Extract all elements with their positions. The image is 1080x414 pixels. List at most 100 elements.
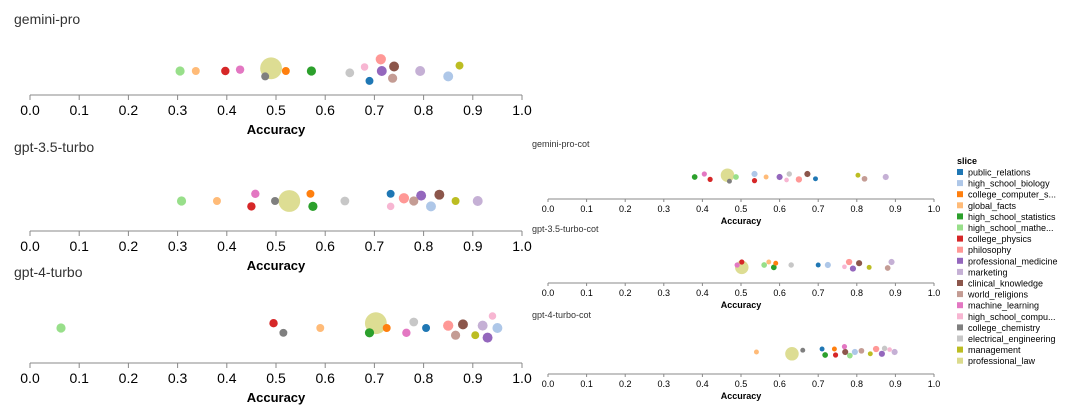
point-college-computer-s (382, 324, 391, 332)
point-machine-learning (235, 65, 245, 74)
point-high-school-compu (386, 202, 395, 211)
point-clinical-knowledge (804, 170, 811, 178)
point-world-religions (884, 265, 891, 271)
point-college-physics (739, 259, 745, 265)
x-tick-label: 0.1 (69, 102, 89, 118)
x-tick-label: 0.5 (266, 102, 286, 118)
point-world-religions (450, 330, 461, 340)
legend-swatch (957, 291, 963, 298)
x-tick-label: 0.6 (773, 288, 786, 298)
point-college-chemistry (800, 347, 806, 353)
point-college-computer-s (831, 346, 837, 352)
x-tick-label: 0.5 (735, 288, 748, 298)
x-tick-label: 1.0 (928, 288, 941, 298)
x-axis-label-gpt-4-turbo-cot: Accuracy (721, 391, 762, 401)
point-high-school-statistics (364, 328, 375, 338)
point-public-relations (365, 76, 374, 85)
point-management (451, 197, 460, 205)
legend-item-label: clinical_knowledge (968, 279, 1043, 289)
point-professional-medicine (416, 190, 427, 201)
point-clinical-knowledge (457, 319, 468, 330)
x-tick-label: 0.8 (414, 370, 434, 386)
x-tick-label: 0.5 (735, 204, 748, 214)
point-high-school-mathe (847, 352, 853, 359)
legend-item-label: college_computer_s... (968, 190, 1056, 200)
x-tick-label: 0.0 (20, 370, 40, 386)
point-marketing (888, 258, 895, 266)
x-tick-label: 0.6 (773, 379, 786, 389)
legend-swatch (957, 169, 963, 175)
legend-item-label: college_physics (968, 234, 1032, 244)
legend-item-label: high_school_biology (968, 179, 1050, 189)
x-tick-label: 0.8 (851, 379, 864, 389)
point-electrical-engineering (881, 345, 888, 352)
point-college-physics (221, 66, 230, 76)
point-professional-medicine (849, 265, 857, 272)
point-high-school-compu (842, 264, 847, 270)
point-professional-medicine (878, 350, 885, 357)
legend-item-label: world_religions (967, 290, 1029, 300)
legend-item-label: high_school_mathe... (968, 223, 1054, 233)
x-tick-label: 1.0 (512, 102, 532, 118)
point-machine-learning (402, 328, 411, 337)
x-tick-label: 0.1 (580, 379, 593, 389)
point-high-school-statistics (306, 66, 317, 76)
point-global-facts (766, 259, 772, 265)
point-college-chemistry (261, 72, 270, 81)
point-global-facts (212, 197, 221, 205)
x-axis-label-gpt-3.5-turbo-cot: Accuracy (721, 300, 762, 310)
x-tick-label: 0.7 (365, 238, 385, 254)
x-axis-label-gemini-pro: Accuracy (247, 122, 306, 137)
point-clinical-knowledge (842, 348, 849, 356)
x-tick-label: 0.6 (315, 238, 335, 254)
point-electrical-engineering (788, 262, 794, 268)
legend-item-label: professional_medicine (968, 256, 1058, 266)
x-tick-label: 0.9 (463, 238, 483, 254)
point-high-school-statistics (822, 352, 828, 358)
x-tick-label: 0.3 (168, 370, 188, 386)
x-tick-label: 0.0 (20, 102, 40, 118)
chart-title-gemini-pro: gemini-pro (14, 11, 80, 27)
legend-title: slice (957, 156, 977, 166)
point-machine-learning (734, 262, 740, 268)
x-tick-label: 0.9 (463, 102, 483, 118)
point-high-school-biology (851, 348, 858, 356)
x-tick-label: 1.0 (928, 204, 941, 214)
point-philosophy (795, 176, 803, 183)
legend-item-label: management (968, 345, 1021, 355)
x-tick-label: 0.2 (119, 102, 139, 118)
point-high-school-biology (492, 323, 503, 333)
point-marketing (472, 196, 483, 206)
legend-swatch (957, 246, 963, 253)
point-electrical-engineering (409, 317, 419, 327)
point-high-school-compu (784, 177, 789, 183)
x-tick-label: 0.9 (889, 379, 902, 389)
point-electrical-engineering (340, 196, 350, 206)
point-high-school-statistics (770, 264, 777, 271)
x-tick-label: 0.0 (542, 379, 555, 389)
point-high-school-compu (360, 63, 369, 71)
point-high-school-biology (751, 170, 758, 178)
x-tick-label: 1.0 (928, 379, 941, 389)
legend-item-label: high_school_compu... (968, 312, 1056, 322)
x-tick-label: 1.0 (512, 370, 532, 386)
legend-item-label: public_relations (968, 168, 1031, 178)
x-tick-label: 0.4 (217, 370, 237, 386)
point-world-religions (409, 196, 419, 206)
x-tick-label: 0.2 (619, 204, 632, 214)
point-electrical-engineering (786, 171, 792, 177)
point-world-religions (861, 175, 868, 182)
point-high-school-mathe (56, 323, 66, 333)
point-high-school-compu (887, 347, 892, 352)
x-tick-label: 0.7 (812, 379, 825, 389)
point-college-computer-s (773, 260, 779, 266)
legend-swatch (957, 213, 963, 220)
x-tick-label: 0.6 (773, 204, 786, 214)
x-tick-label: 0.7 (365, 370, 385, 386)
point-college-physics (269, 319, 278, 328)
x-tick-label: 0.5 (735, 379, 748, 389)
x-tick-label: 1.0 (512, 238, 532, 254)
point-management (866, 264, 872, 270)
x-tick-label: 0.9 (889, 204, 902, 214)
legend-item-label: electrical_engineering (968, 334, 1056, 344)
